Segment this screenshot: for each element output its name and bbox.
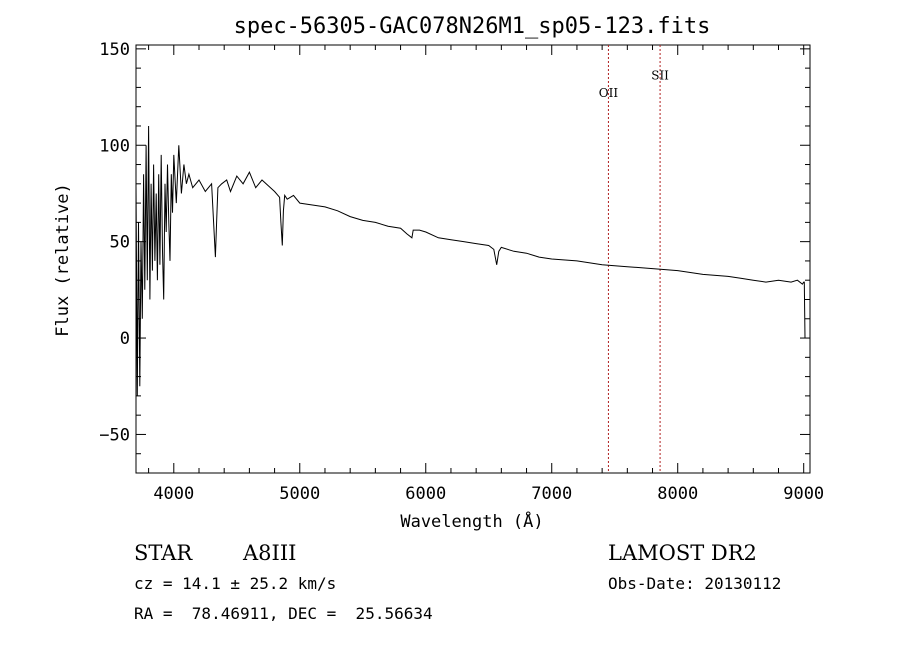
- line-annotations: OII SII: [599, 45, 669, 473]
- x-tick-label: 9000: [783, 484, 824, 504]
- axes-group: 4000 5000 6000 7000 8000 9000 −50 0 50 100 150: [99, 40, 824, 504]
- redshift-cz: cz = 14.1 ± 25.2 km/s: [134, 574, 337, 593]
- x-tick-label: 8000: [657, 484, 698, 504]
- x-tick-label: 7000: [531, 484, 572, 504]
- x-tick-label: 6000: [405, 484, 446, 504]
- coordinates: RA = 78.46911, DEC = 25.56634: [134, 604, 433, 623]
- y-axis-label: Flux (relative): [53, 183, 73, 337]
- x-tick-label: 4000: [153, 484, 194, 504]
- y-tick-label: −50: [99, 425, 130, 445]
- y-tick-label: 50: [110, 233, 130, 253]
- y-tick-label: 150: [99, 40, 130, 60]
- x-axis-label: Wavelength (Å): [400, 510, 543, 532]
- survey-name: LAMOST DR2: [608, 541, 757, 565]
- object-class: STAR: [134, 541, 193, 565]
- spectrum-line: [135, 125, 806, 396]
- observation-date: Obs-Date: 20130112: [608, 574, 782, 593]
- x-tick-label: 5000: [279, 484, 320, 504]
- object-subclass: A8III: [243, 541, 297, 565]
- y-tick-label: 0: [120, 329, 130, 349]
- chart-title: spec-56305-GAC078N26M1_sp05-123.fits: [234, 14, 711, 39]
- plot-frame: [135, 44, 811, 474]
- emission-line-label: OII: [599, 86, 619, 100]
- emission-line-label: SII: [651, 69, 669, 83]
- y-tick-label: 100: [99, 136, 130, 156]
